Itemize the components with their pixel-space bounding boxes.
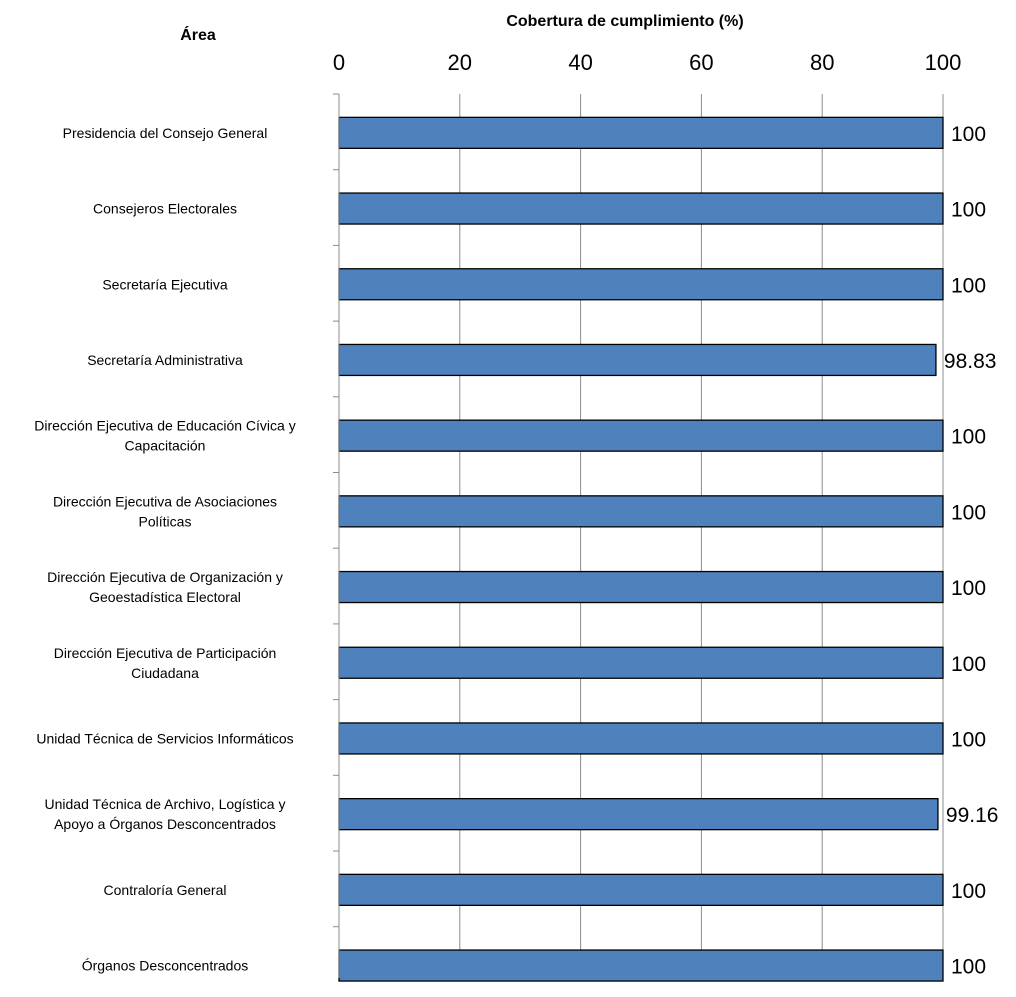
bar-8 [338,722,944,755]
category-label-1: Consejeros Electorales [93,201,237,217]
bar-7 [338,646,944,679]
data-label-0: 100 [951,123,986,146]
axis-layer: 0 20 40 60 80 100 [333,50,962,978]
category-label-6: Dirección Ejecutiva de Organización y Geo… [47,569,283,605]
bar-9 [338,798,939,831]
data-label-2: 100 [951,274,986,297]
category-label-4: Dirección Ejecutiva de Educación Cívica … [34,418,295,454]
tick-label-100: 100 [925,50,962,75]
bar-11 [338,949,944,982]
tick-label-0: 0 [333,50,345,75]
label-layer: Presidencia del Consejo General 100 Consej… [34,123,998,979]
bar-1 [338,192,944,225]
category-label-11: Órganos Desconcentrados [82,958,249,974]
category-label-7: Dirección Ejecutiva de Participación Ciud… [54,645,277,681]
category-axis-title: Área [180,25,216,44]
data-label-4: 100 [951,426,986,449]
bar-6 [338,570,944,604]
category-label-10: Contraloría General [104,882,227,898]
data-label-1: 100 [951,199,986,222]
tick-label-40: 40 [568,50,592,75]
data-label-10: 100 [951,880,986,903]
data-label-6: 100 [951,577,986,600]
tick-label-80: 80 [810,50,834,75]
value-axis-title: Cobertura de cumplimiento (%) [506,13,743,30]
data-label-9: 99.16 [946,804,999,827]
data-label-5: 100 [951,501,986,524]
data-label-3: 98.83 [944,350,997,373]
bars-layer [338,116,944,982]
category-label-9: Unidad Técnica de Archivo, Logística y Ap… [45,796,286,832]
bar-5 [338,495,944,528]
data-label-8: 100 [951,728,986,751]
category-label-2: Secretaría Ejecutiva [102,276,227,292]
data-label-7: 100 [951,653,986,676]
grid-layer [338,94,944,978]
tick-label-60: 60 [689,50,713,75]
category-label-5: Dirección Ejecutiva de Asociaciones Polít… [53,493,277,529]
bar-2 [338,268,944,301]
tick-label-20: 20 [448,50,472,75]
category-label-3: Secretaría Administrativa [87,352,243,368]
bar-4 [338,419,944,452]
bar-0 [338,116,944,149]
bar-3 [338,343,937,377]
category-label-0: Presidencia del Consejo General [63,125,268,141]
category-label-8: Unidad Técnica de Servicios Informáticos [36,730,293,746]
bar-10 [338,873,944,906]
data-label-11: 100 [951,956,986,979]
